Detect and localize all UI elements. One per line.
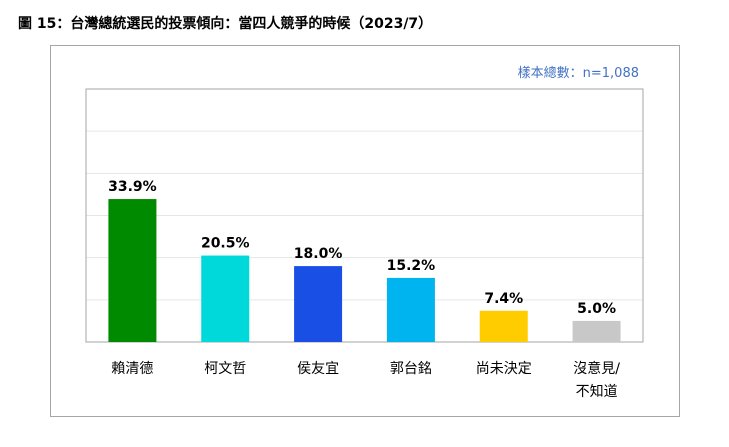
sample-size-note: 樣本總數：n=1,088 <box>517 66 639 81</box>
bars <box>108 199 621 342</box>
category-labels: 賴清德 柯文哲 侯友宜 郭台銘 尚未決定 沒意見/不知道 <box>111 360 620 400</box>
category-label: 沒意見/ <box>573 360 620 377</box>
bar <box>479 310 528 342</box>
chart-frame: 樣本總數：n=1,088 <box>50 45 680 417</box>
bar <box>201 255 250 342</box>
value-label: 18.0% <box>294 246 343 262</box>
category-label: 尚未決定 <box>476 361 532 377</box>
value-label: 7.4% <box>484 291 523 307</box>
gridlines <box>86 130 643 301</box>
category-label: 不知道 <box>576 383 618 400</box>
bar <box>108 199 157 342</box>
figure-title: 圖 15：台灣總統選民的投票傾向：當四人競爭的時候（2023/7） <box>18 16 433 32</box>
category-label: 柯文哲 <box>204 361 246 377</box>
category-label: 賴清德 <box>111 361 153 377</box>
value-label: 33.9% <box>108 179 157 195</box>
category-label: 侯友宜 <box>297 361 339 377</box>
bar <box>572 320 621 342</box>
value-labels: 33.9% 20.5% 18.0% 15.2% 7.4% 5.0% <box>108 179 616 317</box>
category-label: 郭台銘 <box>390 360 432 377</box>
value-label: 5.0% <box>577 301 616 317</box>
plot-area-border <box>85 88 644 343</box>
bar <box>386 277 435 342</box>
value-label: 15.2% <box>387 258 436 274</box>
bar <box>294 266 343 342</box>
value-label: 20.5% <box>201 236 250 252</box>
